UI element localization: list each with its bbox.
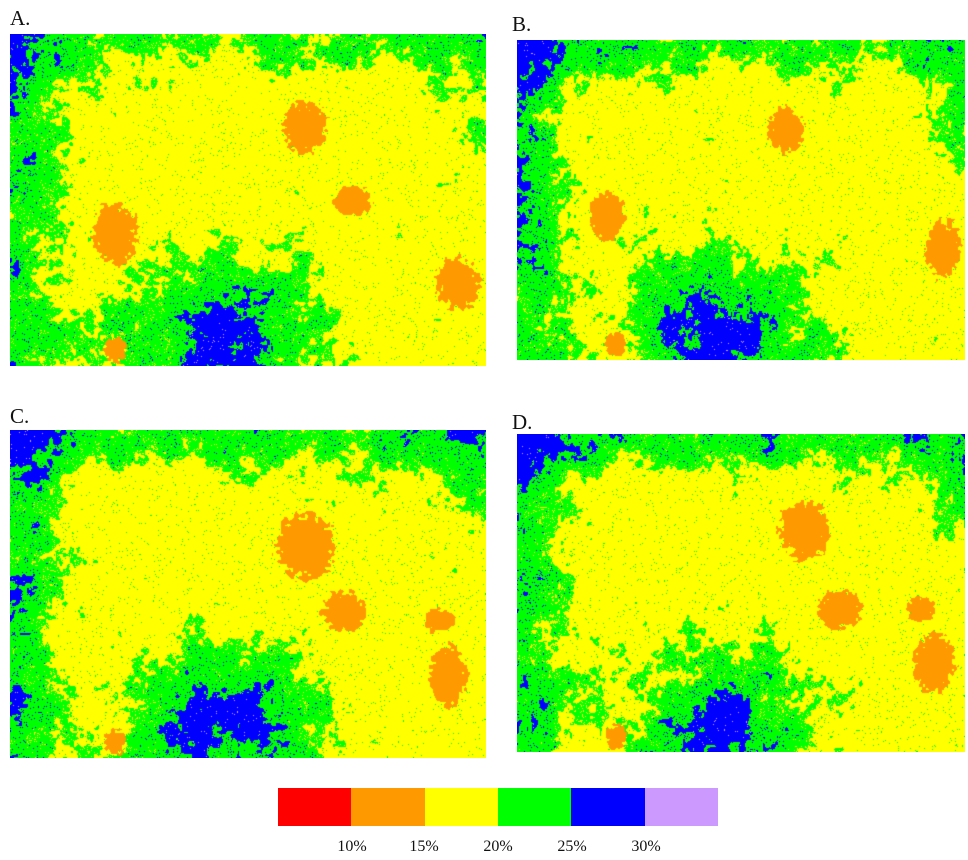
legend-swatch-blue: [571, 788, 645, 826]
legend-tick-20: 20%: [483, 838, 513, 855]
legend-tick-30: 30%: [631, 838, 661, 855]
map-panel-c: [10, 430, 486, 758]
map-panel-d: [517, 434, 965, 752]
legend-swatch-yellow: [424, 788, 498, 826]
legend-swatch-purple: [644, 788, 718, 826]
legend-swatch-orange: [351, 788, 425, 826]
panel-label-d: D.: [512, 410, 533, 434]
color-legend: [278, 788, 718, 826]
legend-tick-15: 15%: [409, 838, 439, 855]
legend-tick-10: 10%: [337, 838, 367, 855]
map-panel-b: [517, 40, 965, 360]
panel-label-b: B.: [512, 12, 532, 36]
legend-swatch-green: [497, 788, 572, 826]
legend-swatch-red: [278, 788, 352, 826]
legend-tick-25: 25%: [557, 838, 587, 855]
map-panel-a: [10, 34, 486, 366]
panel-label-a: A.: [10, 6, 31, 30]
panel-label-c: C.: [10, 404, 30, 428]
